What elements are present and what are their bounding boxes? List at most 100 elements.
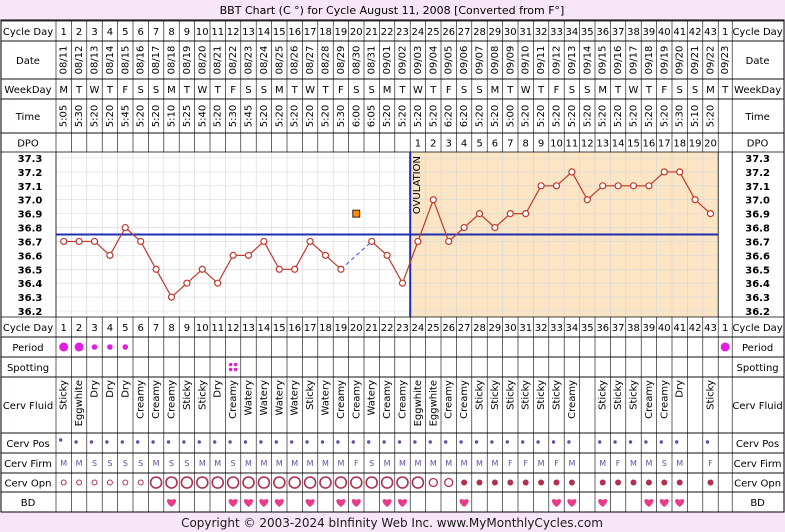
cerv-fluid-cell: Creamy: [659, 380, 670, 419]
weekday-cell: F: [661, 85, 667, 96]
cerv-fluid-cell: Creamy: [382, 380, 393, 419]
cerv-fluid-cell: Sticky: [59, 380, 70, 410]
cycle-day-cell-bottom: 39: [643, 323, 656, 334]
cerv-opn-marker: [149, 476, 163, 489]
cerv-pos-marker: [89, 440, 94, 444]
cerv-pos-marker: [305, 440, 309, 444]
cerv-firm-cell: M: [60, 459, 67, 468]
cerv-opn-marker: [599, 479, 606, 486]
period-dot: [107, 344, 113, 350]
cycle-day-cell-bottom: 2: [76, 323, 82, 334]
temp-line-segment: [155, 268, 173, 298]
cerv-pos-marker: [336, 440, 340, 444]
row-label-right-cerv_fluid: Cerv Fluid: [732, 401, 782, 412]
time-cell: 5:20: [321, 105, 332, 127]
cerv-pos-marker: [505, 440, 509, 444]
cerv-firm-cell: S: [107, 459, 112, 468]
cerv-firm-cell: S: [138, 459, 143, 468]
cerv-pos-marker: [705, 440, 710, 444]
cycle-day-cell: 23: [396, 27, 409, 38]
cerv-firm-cell: S: [92, 459, 97, 468]
cerv-fluid-cell: Eggwhite: [413, 380, 424, 426]
time-cell: 5:20: [136, 105, 147, 127]
weekday-cell: W: [90, 85, 100, 96]
temp-point: [75, 237, 83, 246]
cycle-day-cell: 6: [138, 27, 144, 38]
cerv-pos-marker: [628, 440, 633, 444]
cerv-firm-cell: M: [307, 459, 314, 468]
cerv-firm-cell: M: [76, 459, 83, 468]
time-cell: 5:20: [382, 105, 393, 127]
temp-point: [522, 210, 530, 218]
cycle-day-cell: 10: [196, 27, 209, 38]
temp-point: [676, 168, 684, 176]
cycle-day-cell-bottom: 12: [227, 323, 240, 334]
weekday-cell: F: [338, 85, 344, 96]
spotting-dot: [228, 367, 233, 372]
cerv-fluid-cell: Sticky: [521, 380, 532, 410]
cerv-pos-marker: [675, 440, 679, 444]
bd-heart: [228, 499, 238, 507]
cerv-fluid-cell: Watery: [367, 380, 378, 416]
time-cell: 5:45: [244, 105, 255, 127]
cycle-day-cell: 7: [153, 27, 159, 38]
date-cell: 08/24: [259, 46, 270, 75]
cycle-day-cell: 1: [61, 27, 67, 38]
cerv-opn-marker: [476, 479, 483, 486]
time-cell: 5:20: [398, 105, 409, 127]
row-label-right-weekday: WeekDay: [734, 85, 781, 96]
row-label-spotting: Spotting: [7, 363, 49, 374]
weekday-cell: T: [106, 85, 114, 96]
date-cell: 09/06: [459, 46, 470, 75]
date-cell: 08/21: [213, 46, 224, 75]
cycle-day-cell: 34: [566, 27, 579, 38]
cerv-fluid-cell: Sticky: [505, 380, 516, 410]
date-cell: 08/30: [351, 46, 362, 75]
period-dot: [91, 344, 98, 350]
cerv-opn-marker: [444, 477, 454, 488]
time-cell: 6:20: [444, 105, 455, 127]
cerv-pos-marker: [613, 440, 617, 444]
cycle-day-cell: 39: [643, 27, 656, 38]
time-cell: 6:05: [367, 105, 378, 127]
temp-point: [152, 265, 160, 273]
cerv-firm-cell: S: [169, 459, 174, 468]
cerv-pos-marker: [536, 440, 540, 444]
cerv-pos-marker: [59, 438, 63, 442]
row-label-dpo: DPO: [17, 139, 39, 150]
cycle-day-cell-bottom: 38: [627, 323, 640, 334]
weekday-cell: F: [230, 85, 236, 96]
cerv-fluid-cell: Sticky: [613, 380, 624, 410]
cerv-opn-marker: [522, 479, 529, 486]
cerv-opn-marker: [106, 479, 113, 486]
date-cell: 09/04: [428, 46, 439, 75]
cycle-day-cell-bottom: 40: [658, 323, 671, 334]
cerv-opn-marker: [76, 479, 83, 486]
date-cell: 09/02: [398, 46, 409, 75]
time-cell: 5:30: [74, 105, 85, 127]
cycle-day-cell: 21: [365, 27, 378, 38]
row-label-cerv_opn: Cerv Opn: [5, 479, 52, 490]
temp-line-segment: [263, 241, 280, 270]
cerv-pos-marker: [243, 440, 248, 444]
y-tick-label: 37.3: [18, 154, 43, 165]
time-cell: 5:20: [290, 105, 301, 127]
temp-point: [121, 223, 129, 232]
cerv-opn-marker: [257, 476, 271, 489]
cycle-day-cell-bottom: 3: [91, 323, 97, 334]
cerv-opn-marker: [180, 476, 194, 489]
cerv-fluid-cell: Sticky: [197, 380, 208, 410]
cerv-fluid-cell: Creamy: [459, 380, 470, 419]
time-cell: 5:20: [274, 105, 285, 127]
cerv-fluid-cell: Sticky: [305, 380, 316, 410]
cerv-fluid-cell: Watery: [290, 380, 301, 416]
dpo-cell: 18: [673, 139, 686, 150]
cycle-day-cell: 29: [489, 27, 502, 38]
y-tick-label-right: 36.5: [745, 265, 770, 276]
cycle-day-cell-bottom: 21: [365, 323, 378, 334]
temp-point: [475, 210, 484, 218]
cerv-opn-marker: [165, 476, 178, 489]
cerv-pos-marker: [598, 440, 602, 444]
bd-heart: [598, 499, 608, 507]
